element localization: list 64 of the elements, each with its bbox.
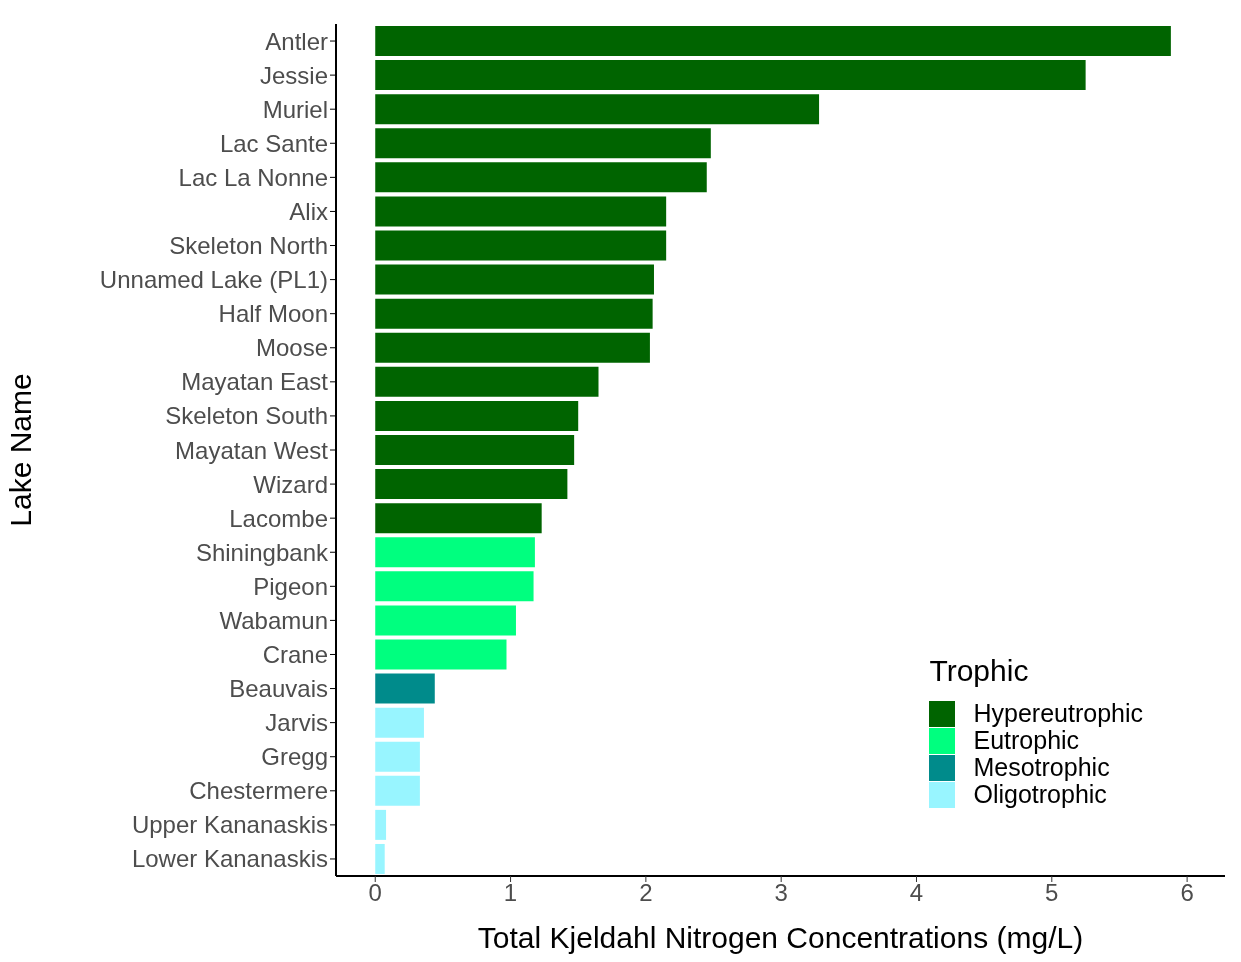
x-tick-label: 6: [1180, 879, 1194, 907]
bar: [375, 332, 650, 363]
y-tick-label: Upper Kananaskis: [131, 811, 328, 839]
legend-title: Trophic: [929, 654, 1030, 688]
x-tick-label: 3: [774, 879, 788, 907]
y-axis-title: Lake Name: [3, 373, 37, 527]
bar: [375, 60, 1086, 91]
x-tick-label: 5: [1045, 879, 1059, 907]
x-axis-title: Total Kjeldahl Nitrogen Concentrations (mg/L): [477, 921, 1084, 954]
bar: [375, 843, 385, 874]
y-tick-label: Muriel: [262, 95, 328, 123]
bar: [375, 775, 420, 806]
y-tick-label: Jarvis: [265, 709, 328, 737]
bar: [375, 503, 542, 534]
x-tick-label: 1: [503, 879, 518, 907]
y-tick-label: Chestermere: [189, 777, 328, 805]
y-tick-label: Beauvais: [229, 675, 328, 703]
y-tick-label: Wizard: [253, 470, 328, 498]
bar: [375, 94, 820, 125]
bar: [375, 162, 707, 193]
y-tick-label: Shiningbank: [195, 538, 329, 566]
y-tick-label: Gregg: [261, 743, 328, 771]
legend-label: Eutrophic: [973, 726, 1080, 755]
y-tick-label: Lac Sante: [219, 129, 328, 157]
y-tick-label: Lacombe: [229, 504, 328, 532]
x-tick-label: 4: [909, 879, 924, 907]
bar: [375, 196, 667, 227]
bar: [375, 298, 653, 329]
x-tick-label: 2: [639, 879, 653, 907]
y-tick-label: Skeleton North: [169, 232, 328, 260]
bar: [375, 571, 534, 602]
legend-label: Mesotrophic: [973, 753, 1110, 782]
y-tick-label: Pigeon: [253, 572, 328, 600]
y-tick-label: Mayatan West: [175, 436, 329, 464]
y-tick-label: Half Moon: [218, 300, 328, 328]
bar: [375, 264, 654, 295]
y-tick-label: Alix: [289, 197, 328, 225]
x-tick-label: 0: [368, 879, 382, 907]
y-tick-label: Lac La Nonne: [178, 163, 328, 191]
bar: [375, 809, 387, 840]
y-tick-label: Mayatan East: [181, 368, 329, 396]
y-tick-label: Skeleton South: [165, 402, 328, 430]
bar: [375, 741, 420, 772]
y-tick-label: Crane: [262, 641, 328, 668]
bar: [375, 366, 599, 397]
y-tick-label: Antler: [265, 27, 328, 55]
bar: [375, 537, 535, 568]
bar: [375, 605, 516, 636]
bar: [375, 639, 507, 670]
y-tick-label: Unnamed Lake (PL1): [99, 266, 328, 294]
bar: [375, 230, 667, 261]
bar: [375, 435, 575, 465]
legend-label: Hypereutrophic: [973, 699, 1143, 728]
y-tick-label: Jessie: [259, 61, 328, 89]
y-tick-label: Wabamun: [219, 606, 328, 634]
bar: [375, 469, 568, 500]
bar: [375, 707, 424, 738]
y-tick-label: Moose: [255, 334, 328, 362]
legend-label: Oligotrophic: [973, 780, 1107, 809]
y-tick-label: Lower Kananaskis: [131, 845, 328, 873]
bar: [375, 673, 435, 704]
bar: [375, 26, 1171, 57]
bar: [375, 128, 711, 159]
bar: [375, 400, 579, 431]
